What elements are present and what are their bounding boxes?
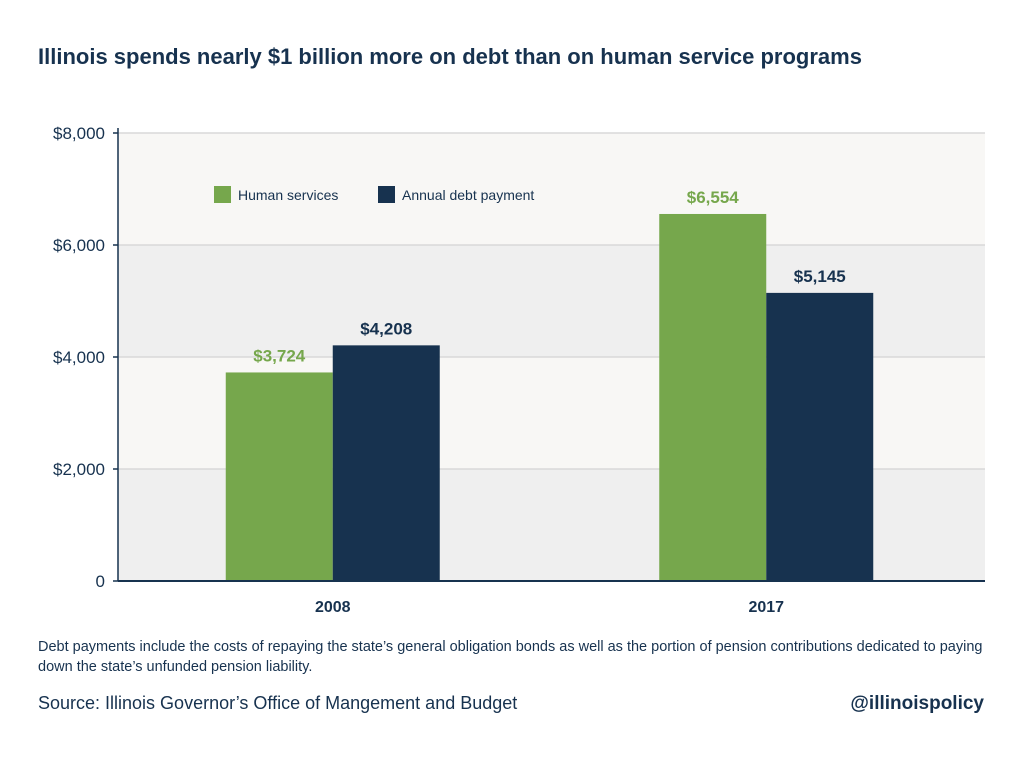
legend-swatch [214, 186, 231, 203]
data-label: $5,145 [794, 267, 846, 286]
chart-title: Illinois spends nearly $1 billion more o… [38, 44, 862, 69]
source-note: Source: Illinois Governor’s Office of Ma… [38, 693, 518, 713]
y-tick-label: $8,000 [53, 124, 105, 143]
y-tick-label: 0 [96, 572, 105, 591]
legend-label: Human services [238, 187, 338, 203]
data-label: $4,208 [360, 319, 412, 338]
data-label: $3,724 [253, 346, 306, 365]
legend: Human services Annual debt payment [214, 186, 534, 203]
social-handle: @illinoispolicy [850, 693, 984, 714]
x-axis: 2008 2017 [118, 580, 985, 616]
data-label: $6,554 [687, 188, 740, 207]
bar-human-services-2008 [225, 372, 333, 581]
bar-human-services-2017 [659, 213, 767, 581]
legend-label: Annual debt payment [402, 187, 534, 203]
bar-annual-debt-payment-2017 [766, 292, 874, 581]
y-tick-label: $6,000 [53, 236, 105, 255]
footnote: Debt payments include the costs of repay… [38, 639, 983, 675]
plot-band [118, 133, 985, 245]
x-tick-label: 2008 [315, 599, 351, 616]
legend-swatch [378, 186, 395, 203]
y-axis: 0 $2,000 $4,000 $6,000 $8,000 [53, 124, 119, 591]
bar-annual-debt-payment-2008 [332, 345, 440, 581]
bars [225, 213, 874, 581]
bar-chart: 0 $2,000 $4,000 $6,000 $8,000 $3,724 $4,208 $6… [53, 124, 985, 616]
y-tick-label: $4,000 [53, 348, 105, 367]
y-tick-label: $2,000 [53, 460, 105, 479]
x-tick-label: 2017 [748, 599, 784, 616]
data-labels: $3,724 $4,208 $6,554 $5,145 [253, 188, 846, 365]
